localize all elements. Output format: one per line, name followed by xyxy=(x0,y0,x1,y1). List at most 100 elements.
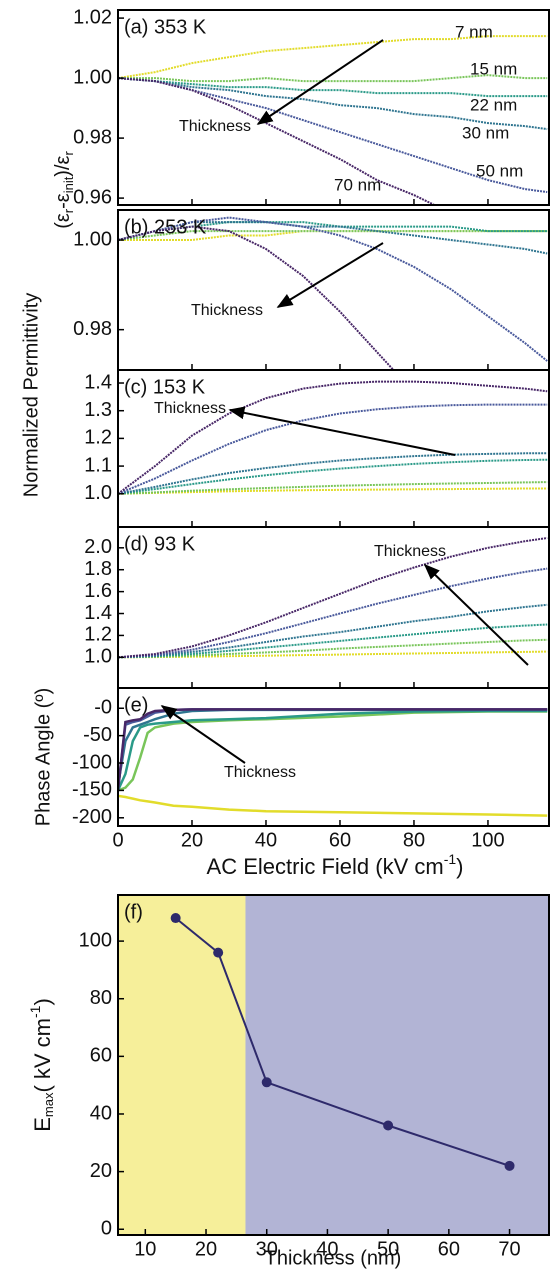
data-point xyxy=(383,1120,394,1131)
series-line xyxy=(118,225,395,370)
x-tick-label: 20 xyxy=(181,829,203,851)
y-tick-label: 1.0 xyxy=(84,646,112,668)
y-axis-title: Emax( kV cm-1) xyxy=(27,998,57,1132)
y-tick-label: 60 xyxy=(90,1045,112,1067)
x-tick-label: 80 xyxy=(403,829,425,851)
y-tick-label: 80 xyxy=(90,987,112,1009)
annotation: Thickness xyxy=(191,302,263,319)
x-tick-label: 70 xyxy=(498,1238,520,1260)
label-part: E xyxy=(30,1117,55,1132)
panel-label: (b) 253 K xyxy=(124,216,207,238)
series-line xyxy=(118,216,548,362)
series-line xyxy=(118,380,548,495)
plot-frame xyxy=(117,894,550,1236)
y-tick-label: 0.98 xyxy=(73,318,112,340)
series-line xyxy=(118,603,548,659)
panel-label: (a) 353 K xyxy=(124,16,207,38)
series-line xyxy=(118,481,548,495)
plot-area xyxy=(118,35,548,205)
y-tick-label: 1.2 xyxy=(84,427,112,449)
annotation-arrow xyxy=(228,406,456,456)
series-line xyxy=(118,623,548,659)
panel-label: (f) xyxy=(124,901,143,923)
data-point xyxy=(504,1160,515,1171)
y-tick-label: 40 xyxy=(90,1102,112,1124)
label-part: )/ε xyxy=(52,155,74,176)
y-tick-label: 1.4 xyxy=(84,371,112,393)
annotation-arrow xyxy=(423,563,529,666)
series-line xyxy=(118,638,548,659)
annotation: Thickness xyxy=(154,400,226,417)
y-tick-label: -200 xyxy=(72,806,112,828)
series-label: 15 nm xyxy=(470,59,517,78)
annotation-arrow xyxy=(256,39,384,125)
plot-frame xyxy=(117,687,550,827)
series-line xyxy=(118,537,548,659)
label-part: (ε xyxy=(52,213,74,229)
series-line xyxy=(118,794,548,817)
shaded-region xyxy=(245,895,549,1235)
label-part: r xyxy=(61,151,76,156)
x-axis-title: AC Electric Field (kV cm-1) xyxy=(207,851,464,879)
label-part: -1 xyxy=(444,851,457,867)
y-tick-label: 1.00 xyxy=(73,228,112,250)
series-line xyxy=(118,710,548,792)
annotation: Thickness xyxy=(179,118,251,135)
plot-area xyxy=(118,708,548,817)
panel-label: (e) xyxy=(124,694,148,716)
annotation: Thickness xyxy=(374,543,446,560)
y-tick-label: 1.2 xyxy=(84,624,112,646)
x-tick-label: 60 xyxy=(329,829,351,851)
shaded-region xyxy=(118,895,246,1235)
panel-label: (c) 153 K xyxy=(124,376,206,398)
data-point xyxy=(213,947,224,958)
label-part: -ε xyxy=(52,193,74,209)
plot-area xyxy=(118,895,549,1235)
series-label: 7 nm xyxy=(455,22,493,41)
plot-area xyxy=(118,380,548,495)
label-part: ) xyxy=(30,998,55,1005)
y-tick-label: 0.98 xyxy=(73,126,112,148)
y-tick-label: -0 xyxy=(94,697,112,719)
label-part: max xyxy=(41,1092,56,1117)
y-tick-label: -50 xyxy=(83,724,112,746)
series-line xyxy=(118,650,548,659)
series-line xyxy=(118,708,548,791)
series-line xyxy=(118,487,548,495)
y-tick-label: 1.00 xyxy=(73,66,112,88)
y-axis-title-formula: (εr-εinit)/εr xyxy=(52,151,76,229)
series-line xyxy=(118,74,548,83)
y-tick-label: 1.6 xyxy=(84,580,112,602)
series-line xyxy=(118,77,437,205)
y-tick-label: 0.96 xyxy=(73,186,112,208)
x-tick-label: 60 xyxy=(438,1238,460,1260)
y-tick-label: 100 xyxy=(79,929,112,951)
y-tick-label: 0 xyxy=(101,1218,112,1240)
y-tick-label: -150 xyxy=(72,779,112,801)
x-tick-label: 40 xyxy=(255,829,277,851)
y-tick-label: 2.0 xyxy=(84,536,112,558)
series-label: 70 nm xyxy=(334,175,381,194)
data-point xyxy=(261,1077,272,1088)
annotation: Thickness xyxy=(224,764,296,781)
series-label: 22 nm xyxy=(470,95,517,114)
label-part: AC Electric Field (kV cm xyxy=(207,854,444,879)
plot-area xyxy=(118,216,548,370)
y-tick-label: 1.0 xyxy=(84,482,112,504)
label-part: init xyxy=(61,176,76,193)
y-tick-label: 1.3 xyxy=(84,399,112,421)
annotation-arrow xyxy=(160,705,246,764)
series-line xyxy=(118,77,548,98)
series-line xyxy=(118,458,548,495)
label-part: ( kV cm xyxy=(30,1018,55,1093)
y-tick-label: -100 xyxy=(72,751,112,773)
series-line xyxy=(118,35,548,80)
y-tick-label: 20 xyxy=(90,1160,112,1182)
series-line xyxy=(118,403,548,495)
label-part: r xyxy=(61,208,76,213)
series-line xyxy=(118,77,548,131)
series-line xyxy=(118,452,548,495)
x-tick-label: 0 xyxy=(112,829,123,851)
